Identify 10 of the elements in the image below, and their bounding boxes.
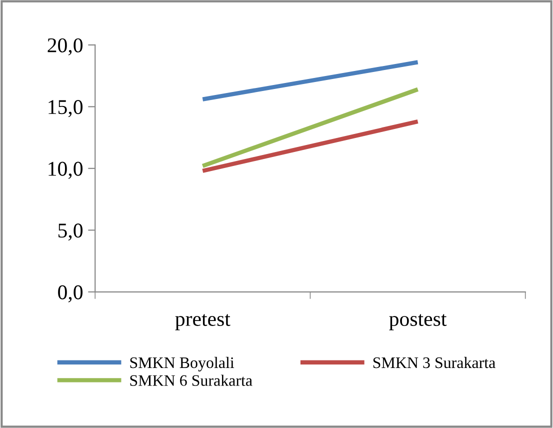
legend-label: SMKN Boyolali bbox=[130, 356, 234, 372]
x-tick-label: pretest bbox=[175, 314, 230, 330]
y-tick-label: 10,0 bbox=[48, 162, 83, 179]
y-tick-label: 20,0 bbox=[48, 38, 83, 56]
y-tick-label: 5,0 bbox=[58, 224, 83, 241]
y-tick-label: 0,0 bbox=[58, 285, 83, 302]
y-tick-label: 15,0 bbox=[48, 100, 83, 118]
x-tick-label: postest bbox=[389, 314, 447, 330]
legend-label: SMKN 6 Surakarta bbox=[130, 374, 252, 386]
legend-label: SMKN 3 Surakarta bbox=[373, 356, 496, 368]
